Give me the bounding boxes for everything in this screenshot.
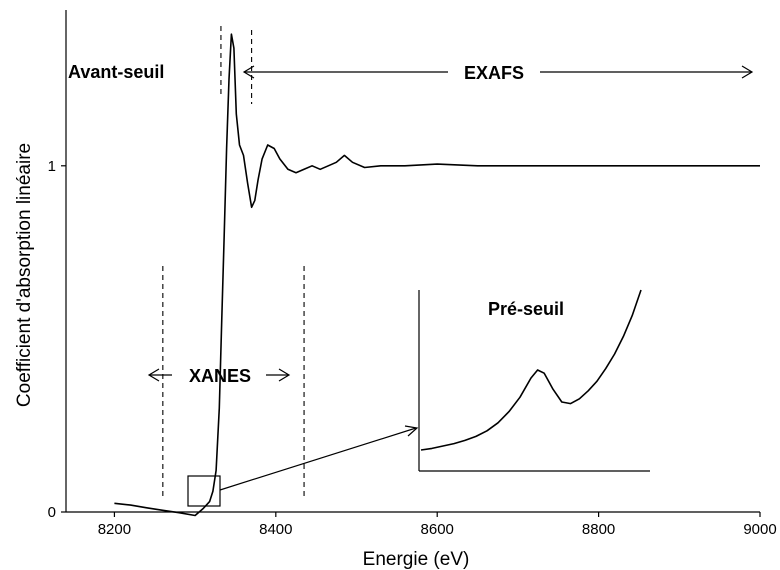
zoom-box <box>187 475 221 507</box>
exafs-range-arrow <box>242 65 754 79</box>
x-tick-label: 8200 <box>98 521 131 538</box>
x-tick-label: 8600 <box>421 521 454 538</box>
exafs-label: EXAFS <box>464 63 524 83</box>
avant-seuil-label: Avant-seuil <box>68 62 164 82</box>
x-axis-title: Energie (eV) <box>363 549 470 570</box>
x-tick-label: 8800 <box>582 521 615 538</box>
x-tick-label: 9000 <box>743 521 776 538</box>
inset-preedge-line <box>420 289 642 451</box>
xanes-label: XANES <box>189 366 251 386</box>
absorption-series-line <box>114 33 760 517</box>
preseuil-inset: Pré-seuil <box>418 289 650 472</box>
x-tick-label: 8400 <box>259 521 292 538</box>
inset-title: Pré-seuil <box>488 299 564 319</box>
y-tick-label: 1 <box>48 158 56 175</box>
y-tick-label: 0 <box>48 504 56 521</box>
tick-labels: 8200 8400 8600 8800 9000 0 1 <box>48 158 777 538</box>
xanes-range-arrow <box>147 368 291 382</box>
y-axis-title: Coefficient d'absorption linéaire <box>14 143 35 407</box>
ticks <box>61 165 761 517</box>
zoom-connector-arrow <box>219 425 419 491</box>
region-markers <box>162 26 305 498</box>
axes <box>65 10 760 513</box>
